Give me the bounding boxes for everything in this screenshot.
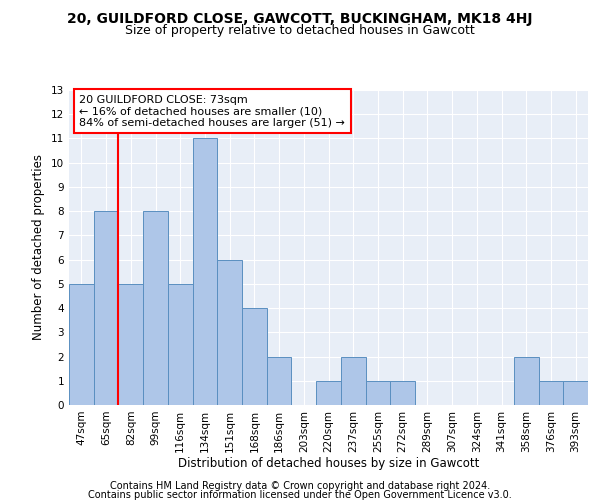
Y-axis label: Number of detached properties: Number of detached properties	[32, 154, 46, 340]
Bar	[390, 381, 415, 405]
Bar	[341, 356, 365, 405]
Bar	[563, 381, 588, 405]
Bar	[316, 381, 341, 405]
Text: 20 GUILDFORD CLOSE: 73sqm
← 16% of detached houses are smaller (10)
84% of semi-: 20 GUILDFORD CLOSE: 73sqm ← 16% of detac…	[79, 94, 345, 128]
Bar	[539, 381, 563, 405]
Text: Contains HM Land Registry data © Crown copyright and database right 2024.: Contains HM Land Registry data © Crown c…	[110, 481, 490, 491]
Bar	[365, 381, 390, 405]
Bar	[69, 284, 94, 405]
Text: Size of property relative to detached houses in Gawcott: Size of property relative to detached ho…	[125, 24, 475, 37]
Bar	[168, 284, 193, 405]
Text: Distribution of detached houses by size in Gawcott: Distribution of detached houses by size …	[178, 458, 479, 470]
Text: 20, GUILDFORD CLOSE, GAWCOTT, BUCKINGHAM, MK18 4HJ: 20, GUILDFORD CLOSE, GAWCOTT, BUCKINGHAM…	[67, 12, 533, 26]
Bar	[118, 284, 143, 405]
Text: Contains public sector information licensed under the Open Government Licence v3: Contains public sector information licen…	[88, 490, 512, 500]
Bar	[242, 308, 267, 405]
Bar	[193, 138, 217, 405]
Bar	[217, 260, 242, 405]
Bar	[514, 356, 539, 405]
Bar	[143, 211, 168, 405]
Bar	[267, 356, 292, 405]
Bar	[94, 211, 118, 405]
